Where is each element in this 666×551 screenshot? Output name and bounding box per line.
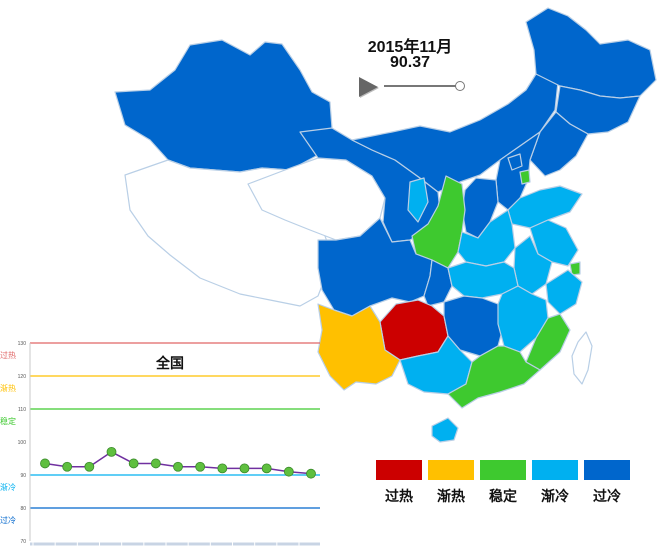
legend-swatch-stable: [480, 460, 526, 480]
chart-data-point: [217, 463, 228, 474]
chart-data-point: [173, 461, 183, 472]
chart-y-tick-label: 90: [20, 473, 26, 479]
province-hainan[interactable]: [431, 417, 459, 443]
chart-reference-label: 过冷: [0, 515, 16, 525]
chart-y-tick-label: 130: [18, 341, 27, 347]
legend-label-warming: 渐热: [437, 488, 465, 504]
province-yunnan[interactable]: [317, 303, 401, 391]
province-ningxia[interactable]: [407, 177, 429, 223]
province-beijing[interactable]: [507, 153, 523, 171]
chart-data-point: [106, 447, 117, 457]
legend-label-overheat: 过热: [385, 488, 413, 504]
chart-y-tick-label: 120: [18, 374, 27, 380]
legend-item-warming: 渐热: [428, 460, 474, 506]
legend-item-overcool: 过冷: [584, 460, 630, 506]
legend-swatch-cooling: [532, 460, 578, 480]
chart-reference-label: 稳定: [0, 416, 16, 426]
legend-label-overcool: 过冷: [593, 488, 621, 504]
chart-data-point: [283, 466, 294, 477]
legend-label-cooling: 渐冷: [541, 488, 569, 504]
chart-reference-label: 过热: [0, 350, 16, 360]
chart-reference-label: 渐冷: [0, 482, 16, 492]
chart-data-point: [195, 461, 206, 472]
province-heilongjiang[interactable]: [525, 7, 657, 99]
province-guangdong[interactable]: [447, 345, 541, 409]
chart-data-point: [261, 463, 272, 474]
chart-data-point: [40, 458, 50, 469]
chart-data-point: [150, 458, 161, 469]
province-tianjin[interactable]: [519, 169, 531, 185]
legend-swatch-overheat: [376, 460, 422, 480]
time-slider-handle[interactable]: [455, 81, 465, 91]
province-shanghai[interactable]: [569, 261, 581, 276]
time-slider-track[interactable]: [384, 85, 458, 87]
chart-title: 全国: [155, 355, 184, 371]
legend-item-overheat: 过热: [376, 460, 422, 506]
chart-data-point: [128, 458, 139, 469]
legend-swatch-warming: [428, 460, 474, 480]
chart-y-tick-label: 100: [18, 440, 27, 446]
legend-label-stable: 稳定: [489, 488, 517, 504]
province-shandong[interactable]: [507, 185, 583, 229]
chart-reference-label: 渐热: [0, 383, 16, 393]
legend-item-stable: 稳定: [480, 460, 526, 506]
province-taiwan[interactable]: [571, 331, 593, 385]
province-xinjiang[interactable]: [114, 39, 333, 173]
chart-data-point: [84, 461, 95, 472]
province-zhejiang[interactable]: [545, 269, 583, 315]
province-guizhou[interactable]: [379, 299, 449, 361]
map-index-value: 90.37: [389, 54, 431, 71]
province-liaoning[interactable]: [529, 111, 589, 177]
play-icon[interactable]: [359, 77, 378, 97]
chart-y-tick-label: 80: [20, 506, 26, 512]
legend-swatch-overcool: [584, 460, 630, 480]
chart-data-point: [62, 461, 73, 472]
map-date-label: 2015年11月: [367, 39, 453, 56]
chart-y-tick-label: 70: [20, 539, 26, 545]
chart-data-point: [239, 463, 250, 474]
chart-y-tick-label: 110: [18, 407, 26, 413]
legend-item-cooling: 渐冷: [532, 460, 578, 506]
chart-data-point: [306, 468, 316, 479]
